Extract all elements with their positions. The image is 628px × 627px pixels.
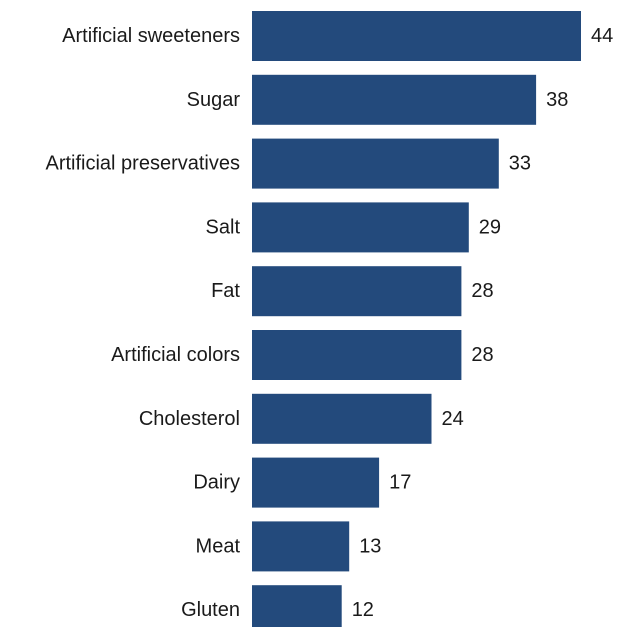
bars-layer	[252, 11, 581, 627]
value-label: 17	[389, 472, 411, 494]
category-label: Salt	[206, 216, 241, 238]
bar-cholesterol	[252, 393, 432, 444]
category-label: Meat	[196, 535, 241, 557]
bar-artificial-colors	[252, 330, 462, 380]
value-label: 12	[352, 599, 374, 621]
value-label: 44	[591, 25, 613, 47]
bar-meat	[252, 521, 350, 572]
value-label: 38	[546, 89, 568, 111]
value-label: 28	[471, 280, 493, 302]
category-label: Cholesterol	[139, 408, 240, 430]
bar-artificial-preservatives	[252, 138, 499, 189]
value-label: 13	[359, 535, 381, 557]
value-label: 29	[479, 216, 501, 238]
value-label: 28	[471, 344, 493, 366]
bar-salt	[252, 202, 469, 253]
category-label: Fat	[211, 280, 240, 302]
category-label: Sugar	[187, 89, 241, 111]
category-label: Artificial preservatives	[45, 153, 240, 175]
bar-sugar	[252, 74, 537, 125]
bar-fat	[252, 266, 462, 317]
category-label: Artificial colors	[111, 344, 240, 366]
value-label: 33	[509, 153, 531, 175]
category-label: Gluten	[181, 599, 240, 621]
labels-layer: Artificial sweeteners 44 Sugar 38 Artificial…	[45, 25, 613, 621]
value-label: 24	[442, 408, 464, 430]
category-label: Dairy	[193, 472, 240, 494]
bar-artificial-sweeteners	[252, 11, 581, 61]
bar-dairy	[252, 457, 380, 508]
category-label: Artificial sweeteners	[62, 25, 240, 47]
bar-gluten	[252, 585, 342, 627]
